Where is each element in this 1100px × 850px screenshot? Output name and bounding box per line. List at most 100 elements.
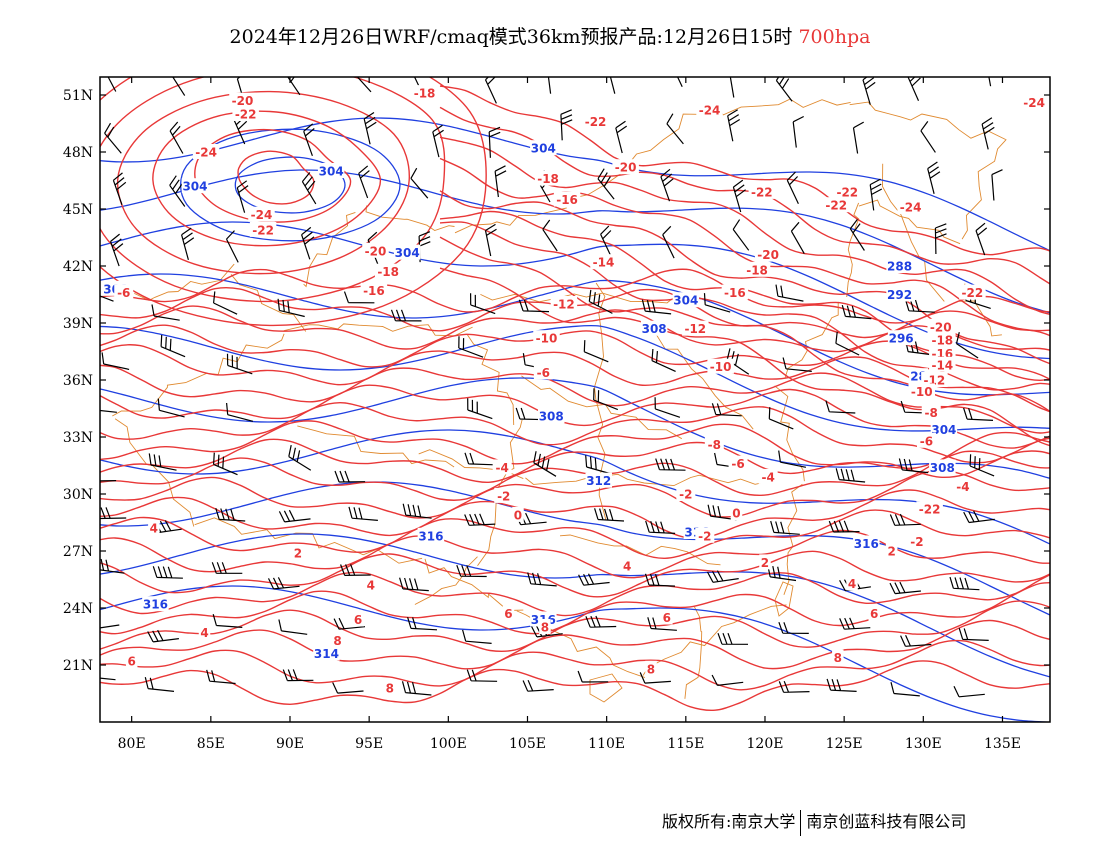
wind-barb [488, 126, 501, 158]
lon-label: 120E [747, 736, 784, 752]
temperature-contour-label: 4 [623, 560, 631, 574]
wind-barb [732, 219, 750, 251]
temperature-contour-label-bg [494, 487, 514, 503]
lat-label: 33N [63, 430, 93, 446]
temperature-contour-label-bg [927, 318, 954, 334]
temperature-contours [100, 77, 1050, 712]
copyright-left: 版权所有:南京大学 [662, 812, 796, 831]
wind-barb [101, 352, 130, 370]
temperature-contour-label-bg [1020, 94, 1048, 110]
height-contour-label: 314 [314, 647, 339, 661]
temperature-contour-label: -10 [911, 385, 933, 399]
wind-barb [287, 77, 301, 96]
lat-label: 21N [63, 658, 93, 674]
wind-barb [181, 227, 195, 261]
temperature-contour-label-bg [707, 358, 734, 374]
temperature-isotherm [100, 268, 1050, 324]
wind-barb [288, 444, 312, 471]
temperature-contour-label-bg [582, 113, 609, 129]
border-line [480, 292, 699, 304]
wind-barb [647, 617, 677, 631]
wind-barb [934, 223, 947, 255]
temperature-contour-label: -2 [698, 529, 711, 543]
temperature-isotherm [100, 420, 1050, 479]
height-isohypse [100, 585, 1050, 722]
wind-barb [786, 171, 799, 205]
temperature-contour-label-bg [921, 404, 941, 420]
wind-barb [100, 507, 127, 520]
temperature-isotherm [100, 489, 1050, 539]
temperature-contour-label-bg [362, 242, 389, 258]
temperature-contour-label-bg [728, 455, 748, 471]
taiwan-outline [774, 581, 794, 617]
wind-barb [464, 452, 495, 466]
wind-barb [401, 681, 432, 696]
temperature-contour-label-bg [148, 520, 160, 536]
temperature-contour-label: -20 [615, 161, 637, 175]
wind-barb [963, 407, 994, 421]
wind-barb [343, 291, 375, 304]
height-contour-label-bg [930, 421, 958, 437]
temperature-contour-label: -18 [746, 263, 768, 277]
wind-barb [727, 109, 741, 142]
height-isohypse [100, 481, 1050, 616]
temperature-contour-label-bg [553, 191, 581, 207]
wind-barb [157, 398, 185, 418]
wind-barb [107, 77, 117, 92]
height-contour-label-bg [181, 178, 209, 194]
height-contour-label-bg [886, 286, 913, 302]
pressure-level: 700hpa [798, 26, 871, 48]
temperature-contour-label: -22 [962, 286, 984, 300]
height-contour-label-bg [313, 645, 340, 661]
temperature-contour-label: -6 [117, 286, 130, 300]
temperature-contour-label: 6 [663, 611, 671, 625]
border-line [684, 606, 703, 699]
lon-label: 135E [984, 736, 1021, 752]
map-title: 2024年12月26日WRF/cmaq模式36km预报产品:12月26日15时 … [0, 22, 1100, 49]
wind-barb [726, 348, 750, 375]
lon-label: 115E [667, 736, 704, 752]
temperature-contour-label: -2 [910, 535, 923, 549]
temperature-contour-label-bg [292, 544, 304, 560]
wind-barb [662, 225, 675, 259]
wind-barb [172, 77, 186, 96]
wind-barb [456, 564, 487, 578]
temperature-contour-label-bg [621, 558, 633, 574]
temperature-contour-label-bg [759, 554, 771, 570]
height-isohypse [100, 169, 1050, 314]
wind-barb [955, 332, 979, 359]
temperature-contour-label: -4 [956, 480, 969, 494]
temperature-contour-label: 8 [541, 621, 549, 635]
wind-barb [778, 621, 809, 634]
temperature-contour-label-bg [125, 653, 138, 669]
temperature-contour-label: -12 [553, 298, 575, 312]
temperature-contour-label-bg [921, 372, 948, 387]
temperature-contour-label: 4 [848, 577, 856, 591]
wind-barb [213, 291, 238, 315]
wind-barb [413, 77, 421, 90]
temperature-isotherm [439, 210, 1050, 382]
wind-barb [717, 632, 749, 645]
wind-barb [826, 678, 857, 692]
wind-barb [277, 298, 305, 318]
height-isohypse [100, 324, 1050, 432]
wind-barb [907, 77, 921, 101]
border-line [882, 163, 945, 302]
wind-barb [464, 513, 496, 526]
wind-barb [467, 398, 493, 420]
temperature-contour-label-bg [492, 459, 512, 475]
wind-barb [839, 617, 871, 630]
temperature-contour-label: -24 [699, 104, 721, 118]
wind-barb [226, 402, 254, 422]
temperature-contour-label: 4 [200, 626, 208, 640]
temperature-isotherm [100, 639, 1050, 691]
wind-barb [958, 628, 989, 641]
wind-barb [407, 617, 438, 631]
wind-barb [775, 284, 804, 302]
temperature-contour-label: -24 [251, 208, 273, 222]
height-isohypse [100, 221, 1050, 360]
height-contour-label: 308 [539, 410, 564, 424]
temperature-contour-label-bg [198, 624, 211, 640]
temperature-contour-label: -22 [252, 223, 274, 237]
temperature-contour-label: 6 [870, 607, 878, 621]
